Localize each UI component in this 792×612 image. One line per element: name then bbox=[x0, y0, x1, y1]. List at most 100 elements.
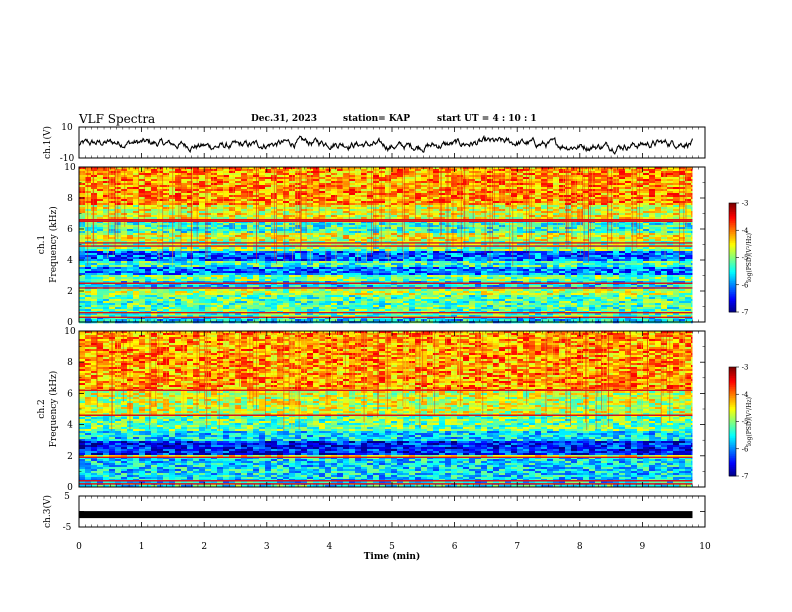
psd-cell bbox=[349, 247, 356, 250]
psd-cell bbox=[283, 241, 290, 244]
psd-cell bbox=[235, 231, 242, 234]
psd-cell bbox=[415, 197, 422, 200]
psd-cell bbox=[97, 207, 104, 210]
psd-cell bbox=[595, 185, 602, 188]
psd-cell bbox=[151, 179, 158, 182]
psd-cell bbox=[205, 201, 212, 204]
psd-cell bbox=[205, 221, 212, 224]
psd-cell bbox=[649, 207, 656, 210]
psd-cell bbox=[607, 167, 614, 170]
psd-cell bbox=[655, 187, 662, 190]
psd-cell bbox=[571, 201, 578, 204]
psd-cell bbox=[283, 215, 290, 218]
psd-cell bbox=[373, 253, 380, 256]
psd-cell bbox=[229, 199, 236, 202]
psd-cell bbox=[265, 241, 272, 244]
psd-cell bbox=[289, 175, 296, 178]
psd-cell bbox=[679, 167, 686, 170]
psd-cell bbox=[607, 247, 614, 250]
psd-cell bbox=[331, 187, 338, 190]
psd-cell bbox=[529, 179, 536, 182]
psd-cell bbox=[451, 223, 458, 226]
psd-cell bbox=[325, 205, 332, 208]
psd-cell bbox=[343, 241, 350, 244]
psd-cell bbox=[283, 207, 290, 210]
psd-cell bbox=[223, 241, 230, 244]
psd-cell bbox=[103, 257, 110, 260]
psd-cell bbox=[295, 203, 302, 206]
psd-cell bbox=[529, 173, 536, 176]
psd-cell bbox=[175, 167, 182, 170]
psd-cell bbox=[385, 207, 392, 210]
psd-cell bbox=[157, 195, 164, 198]
psd-cell bbox=[667, 171, 674, 174]
psd-cell bbox=[469, 207, 476, 210]
psd-cell bbox=[343, 237, 350, 240]
psd-cell bbox=[607, 173, 614, 176]
psd-cell bbox=[337, 179, 344, 182]
psd-cell bbox=[463, 251, 470, 254]
psd-cell bbox=[229, 197, 236, 200]
psd-cell bbox=[631, 175, 638, 178]
psd-cell bbox=[673, 223, 680, 226]
psd-cell bbox=[109, 193, 116, 196]
psd-cell bbox=[469, 251, 476, 254]
psd-cell bbox=[337, 187, 344, 190]
psd-cell bbox=[283, 177, 290, 180]
psd-cell bbox=[511, 257, 518, 260]
psd-cell bbox=[127, 167, 134, 170]
psd-cell bbox=[667, 185, 674, 188]
psd-cell bbox=[133, 171, 140, 174]
psd-cell bbox=[235, 221, 242, 224]
psd-cell bbox=[589, 185, 596, 188]
psd-cell bbox=[475, 195, 482, 198]
psd-cell bbox=[493, 187, 500, 190]
psd-cell bbox=[409, 201, 416, 204]
psd-cell bbox=[559, 191, 566, 194]
psd-cell bbox=[337, 177, 344, 180]
psd-cell bbox=[481, 215, 488, 218]
psd-cell bbox=[601, 195, 608, 198]
psd-cell bbox=[295, 215, 302, 218]
psd-cell bbox=[343, 217, 350, 220]
psd-cell bbox=[403, 199, 410, 202]
psd-cell bbox=[379, 221, 386, 224]
psd-cell bbox=[199, 181, 206, 184]
psd-cell bbox=[181, 227, 188, 230]
psd-cell bbox=[121, 259, 128, 262]
psd-cell bbox=[391, 213, 398, 216]
psd-cell bbox=[229, 201, 236, 204]
psd-cell bbox=[289, 171, 296, 174]
psd-cell bbox=[97, 241, 104, 244]
psd-cell bbox=[535, 173, 542, 176]
psd-cell bbox=[325, 229, 332, 232]
psd-cell bbox=[211, 175, 218, 178]
psd-cell bbox=[163, 193, 170, 196]
psd-cell bbox=[385, 183, 392, 186]
psd-cell bbox=[193, 195, 200, 198]
psd-cell bbox=[277, 167, 284, 170]
psd-cell bbox=[673, 235, 680, 238]
psd-cell bbox=[163, 257, 170, 260]
psd-cell bbox=[547, 209, 554, 212]
psd-cell bbox=[145, 247, 152, 250]
psd-cell bbox=[175, 195, 182, 198]
psd-cell bbox=[367, 207, 374, 210]
psd-cell bbox=[151, 195, 158, 198]
psd-cell bbox=[535, 255, 542, 258]
psd-cell bbox=[325, 203, 332, 206]
psd-cell bbox=[475, 181, 482, 184]
psd-cell bbox=[103, 191, 110, 194]
psd-cell bbox=[145, 211, 152, 214]
ch1-ylabel: ch.1(V) bbox=[42, 126, 53, 159]
psd-cell bbox=[145, 201, 152, 204]
psd-cell bbox=[457, 255, 464, 258]
psd-cell bbox=[511, 169, 518, 172]
psd-cell bbox=[541, 193, 548, 196]
psd-cell bbox=[157, 239, 164, 242]
psd-cell bbox=[325, 189, 332, 192]
psd-cell bbox=[385, 225, 392, 228]
psd-cell bbox=[409, 257, 416, 260]
psd-cell bbox=[325, 181, 332, 184]
psd-cell bbox=[517, 239, 524, 242]
